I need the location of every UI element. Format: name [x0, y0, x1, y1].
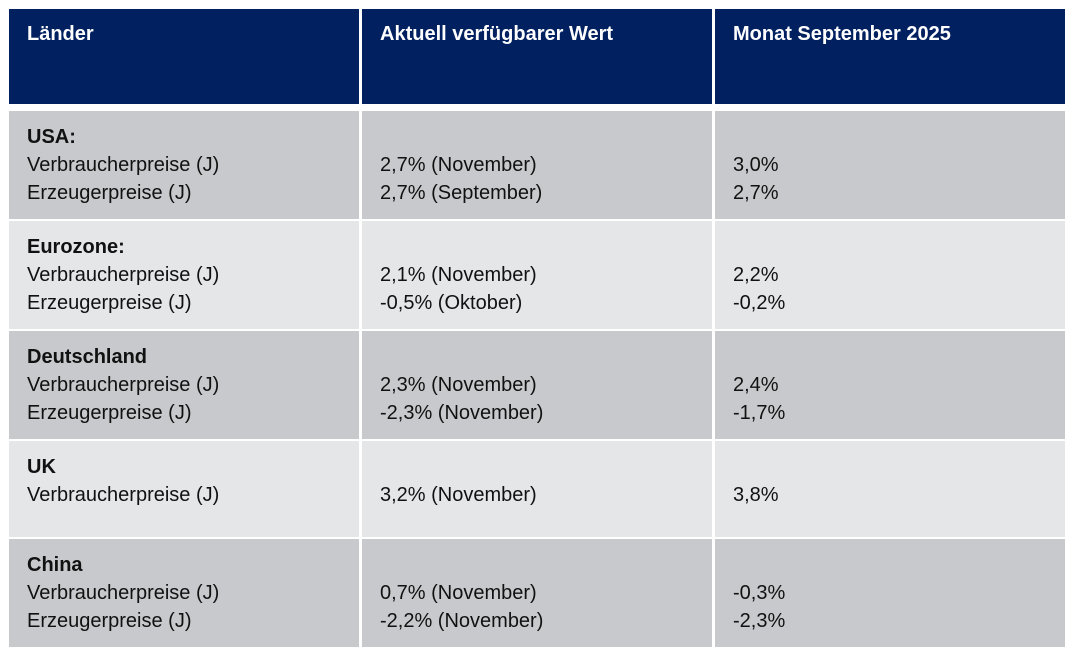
- group-row: Deutschland Verbraucherpreise (J) Erzeuger…: [9, 331, 1065, 439]
- current-value: 2,7% (November): [380, 154, 537, 176]
- table-cell: 2,4% -1,7%: [715, 331, 1065, 439]
- group-row: USA: Verbraucherpreise (J) Erzeugerpreise …: [9, 111, 1065, 219]
- spacer: [733, 551, 1065, 579]
- indicator-label: Verbraucherpreise (J): [27, 582, 220, 604]
- indicator-label: Erzeugerpreise (J): [27, 402, 192, 424]
- september-value: -1,7%: [733, 402, 786, 424]
- september-value: 3,0%: [733, 154, 779, 176]
- group-row: Eurozone: Verbraucherpreise (J) Erzeugerpr…: [9, 221, 1065, 329]
- group-name: Eurozone:: [27, 236, 125, 258]
- spacer: [733, 233, 1065, 261]
- spacer: [380, 343, 712, 371]
- september-value: 3,8%: [733, 484, 779, 506]
- spacer: [380, 551, 712, 579]
- spacer: [733, 123, 1065, 151]
- inflation-table: Länder Aktuell verfügbarer Wert Monat Se…: [6, 7, 1068, 649]
- spacer: [380, 233, 712, 261]
- table-cell: -0,3% -2,3%: [715, 539, 1065, 647]
- current-value: 2,7% (September): [380, 182, 543, 204]
- group-name: China: [27, 554, 83, 576]
- group-name: Deutschland: [27, 346, 148, 368]
- header-cell: Länder: [9, 9, 359, 109]
- indicator-label: Verbraucherpreise (J): [27, 484, 220, 506]
- group-row: China Verbraucherpreise (J) Erzeugerpreise…: [9, 539, 1065, 647]
- indicator-label: Verbraucherpreise (J): [27, 154, 220, 176]
- spacer: [733, 453, 1065, 481]
- table-cell: Eurozone: Verbraucherpreise (J) Erzeugerpr…: [9, 221, 359, 329]
- current-value: -2,3% (November): [380, 402, 544, 424]
- group-row: UK Verbraucherpreise (J) 3,2% (November) 3,…: [9, 441, 1065, 537]
- table-cell: Deutschland Verbraucherpreise (J) Erzeuger…: [9, 331, 359, 439]
- september-value: 2,2%: [733, 264, 779, 286]
- table-cell: 2,3% (November) -2,3% (November): [362, 331, 712, 439]
- indicator-label: Erzeugerpreise (J): [27, 610, 192, 632]
- current-value: 0,7% (November): [380, 582, 537, 604]
- current-value: 2,3% (November): [380, 374, 537, 396]
- table-cell: 2,1% (November) -0,5% (Oktober): [362, 221, 712, 329]
- september-value: -2,3%: [733, 610, 786, 632]
- table-cell: 0,7% (November) -2,2% (November): [362, 539, 712, 647]
- table-body: Länder Aktuell verfügbarer Wert Monat Se…: [9, 9, 1065, 647]
- current-value: -0,5% (Oktober): [380, 292, 523, 314]
- current-value: -2,2% (November): [380, 610, 544, 632]
- indicator-label: Verbraucherpreise (J): [27, 374, 220, 396]
- table-cell: USA: Verbraucherpreise (J) Erzeugerpreise …: [9, 111, 359, 219]
- header-cell: Monat September 2025: [715, 9, 1065, 109]
- group-name: UK: [27, 456, 56, 478]
- table-cell: 3,8%: [715, 441, 1065, 537]
- table-cell: 2,7% (November) 2,7% (September): [362, 111, 712, 219]
- indicator-label: Erzeugerpreise (J): [27, 292, 192, 314]
- group-name: USA:: [27, 126, 76, 148]
- table-cell: UK Verbraucherpreise (J): [9, 441, 359, 537]
- header-cell: Aktuell verfügbarer Wert: [362, 9, 712, 109]
- spacer: [733, 343, 1065, 371]
- indicator-label: Verbraucherpreise (J): [27, 264, 220, 286]
- september-value: -0,3%: [733, 582, 786, 604]
- header-row: Länder Aktuell verfügbarer Wert Monat Se…: [9, 9, 1065, 109]
- table-cell: 3,0% 2,7%: [715, 111, 1065, 219]
- indicator-label: Erzeugerpreise (J): [27, 182, 192, 204]
- table-cell: 2,2% -0,2%: [715, 221, 1065, 329]
- current-value: 2,1% (November): [380, 264, 537, 286]
- spacer: [380, 123, 712, 151]
- september-value: 2,7%: [733, 182, 779, 204]
- september-value: 2,4%: [733, 374, 779, 396]
- current-value: 3,2% (November): [380, 484, 537, 506]
- table-cell: China Verbraucherpreise (J) Erzeugerpreise…: [9, 539, 359, 647]
- spacer: [380, 453, 712, 481]
- table-cell: 3,2% (November): [362, 441, 712, 537]
- september-value: -0,2%: [733, 292, 786, 314]
